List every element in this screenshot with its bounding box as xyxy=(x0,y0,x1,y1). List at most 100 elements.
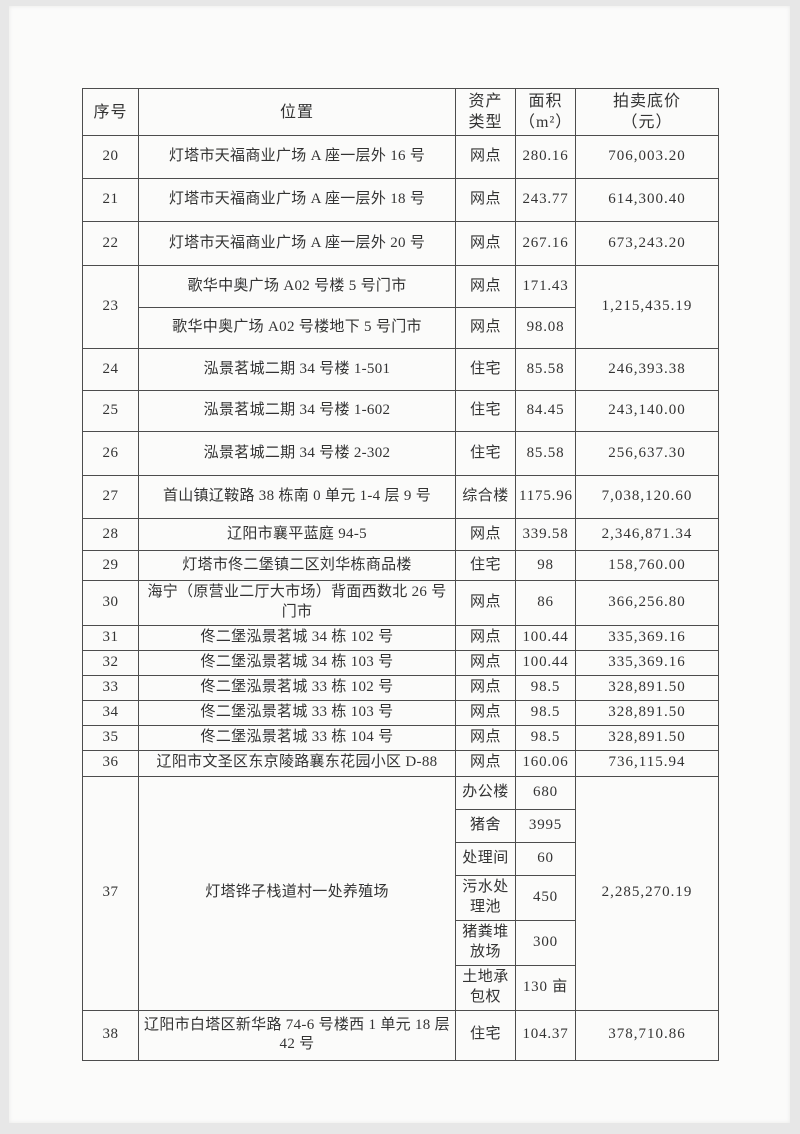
row-asset-type: 猪舍 xyxy=(455,808,516,843)
row-area: 130 亩 xyxy=(515,964,576,1011)
row-asset-type: 住宅 xyxy=(455,390,516,433)
table-row: 24 泓景茗城二期 34 号楼 1-501 住宅 85.58 246,393.3… xyxy=(82,348,719,392)
row-area: 280.16 xyxy=(515,135,576,180)
row-location: 佟二堡泓景茗城 34 栋 102 号 xyxy=(138,624,456,651)
row-no: 21 xyxy=(82,178,139,223)
row-no: 24 xyxy=(82,348,139,392)
row-asset-type: 网点 xyxy=(455,178,516,223)
row-asset-type: 网点 xyxy=(455,624,516,651)
row-price: 378,710.86 xyxy=(575,1009,719,1061)
row-price: 243,140.00 xyxy=(575,390,719,433)
row-location: 首山镇辽鞍路 38 栋南 0 单元 1-4 层 9 号 xyxy=(138,475,456,520)
table-row: 33 佟二堡泓景茗城 33 栋 102 号 网点 98.5 328,891.50 xyxy=(82,674,719,701)
table-row: 27 首山镇辽鞍路 38 栋南 0 单元 1-4 层 9 号 综合楼 1175.… xyxy=(82,475,719,520)
header-area: 面积 （m²） xyxy=(515,87,576,137)
row-area: 267.16 xyxy=(515,221,576,267)
table-row: 31 佟二堡泓景茗城 34 栋 102 号 网点 100.44 335,369.… xyxy=(82,624,719,651)
header-location: 位置 xyxy=(138,87,456,137)
row-asset-type: 猪粪堆放场 xyxy=(455,919,516,966)
row-area: 98.5 xyxy=(515,674,576,701)
table-row: 28 辽阳市襄平蓝庭 94-5 网点 339.58 2,346,871.34 xyxy=(82,518,719,552)
row-location: 灯塔市天福商业广场 A 座一层外 16 号 xyxy=(138,135,456,180)
row-no: 33 xyxy=(82,674,139,701)
row-asset-type: 网点 xyxy=(455,724,516,751)
row-asset-type: 网点 xyxy=(455,221,516,267)
row-price: 614,300.40 xyxy=(575,178,719,223)
table-row: 20 灯塔市天福商业广场 A 座一层外 16 号 网点 280.16 706,0… xyxy=(82,135,719,180)
row-location: 辽阳市白塔区新华路 74-6 号楼西 1 单元 18 层 42 号 xyxy=(138,1009,456,1061)
row-no: 38 xyxy=(82,1009,139,1061)
row-asset-type: 住宅 xyxy=(455,348,516,392)
row-asset-type: 网点 xyxy=(455,518,516,552)
row-location: 海宁（原营业二厅大市场）背面西数北 26 号门市 xyxy=(138,580,456,626)
table-row: 32 佟二堡泓景茗城 34 栋 103 号 网点 100.44 335,369.… xyxy=(82,649,719,676)
row-price: 256,637.30 xyxy=(575,431,719,477)
row-no: 22 xyxy=(82,221,139,267)
row-asset-type: 网点 xyxy=(455,265,516,309)
row-no: 32 xyxy=(82,649,139,676)
row-asset-type: 住宅 xyxy=(455,431,516,477)
table-subrow: 歌华中奥广场 A02 号楼地下 5 号门市 网点 98.08 xyxy=(83,307,719,350)
row-area: 84.45 xyxy=(515,390,576,433)
table-row: 25 泓景茗城二期 34 号楼 1-602 住宅 84.45 243,140.0… xyxy=(82,390,719,433)
header-price: 拍卖底价 （元） xyxy=(575,87,719,137)
table-row: 29 灯塔市佟二堡镇二区刘华栋商品楼 住宅 98 158,760.00 xyxy=(82,550,719,582)
row-no: 30 xyxy=(82,580,139,626)
row-location: 灯塔市佟二堡镇二区刘华栋商品楼 xyxy=(138,550,456,582)
row-no: 23 xyxy=(82,265,139,350)
row-no: 31 xyxy=(82,624,139,651)
row-location: 佟二堡泓景茗城 33 栋 104 号 xyxy=(138,724,456,751)
row-price: 328,891.50 xyxy=(575,674,719,701)
row-location: 辽阳市文圣区东京陵路襄东花园小区 D-88 xyxy=(138,749,456,777)
row-price: 673,243.20 xyxy=(575,221,719,267)
row-asset-type: 处理间 xyxy=(455,841,516,876)
row-asset-type: 网点 xyxy=(455,135,516,180)
row-area: 98.08 xyxy=(515,307,576,350)
row-location: 泓景茗城二期 34 号楼 2-302 xyxy=(138,431,456,477)
row-price: 158,760.00 xyxy=(575,550,719,582)
row-location: 灯塔铧子栈道村一处养殖场 xyxy=(138,775,456,1011)
row-location: 歌华中奥广场 A02 号楼 5 号门市 xyxy=(138,265,456,309)
row-area: 3995 xyxy=(515,808,576,843)
row-location: 佟二堡泓景茗城 33 栋 102 号 xyxy=(138,674,456,701)
row-location: 泓景茗城二期 34 号楼 1-501 xyxy=(138,348,456,392)
row-price: 7,038,120.60 xyxy=(575,475,719,520)
row-asset-type: 网点 xyxy=(455,580,516,626)
table-subrow: 处理间 60 xyxy=(83,841,719,876)
row-location: 歌华中奥广场 A02 号楼地下 5 号门市 xyxy=(138,307,456,350)
row-no: 29 xyxy=(82,550,139,582)
row-no: 34 xyxy=(82,699,139,726)
row-area: 60 xyxy=(515,841,576,876)
row-price: 736,115.94 xyxy=(575,749,719,777)
table-row: 36 辽阳市文圣区东京陵路襄东花园小区 D-88 网点 160.06 736,1… xyxy=(82,749,719,777)
row-location: 灯塔市天福商业广场 A 座一层外 18 号 xyxy=(138,178,456,223)
header-asset-type: 资产 类型 xyxy=(455,87,516,137)
row-no: 26 xyxy=(82,431,139,477)
table-row: 21 灯塔市天福商业广场 A 座一层外 18 号 网点 243.77 614,3… xyxy=(82,178,719,223)
table-row: 34 佟二堡泓景茗城 33 栋 103 号 网点 98.5 328,891.50 xyxy=(82,699,719,726)
table-header-row: 序号 位置 资产 类型 面积 （m²） 拍卖底价 （元） xyxy=(82,87,719,137)
row-area: 450 xyxy=(515,874,576,921)
row-location: 佟二堡泓景茗城 34 栋 103 号 xyxy=(138,649,456,676)
row-no: 20 xyxy=(82,135,139,180)
row-area: 100.44 xyxy=(515,649,576,676)
auction-table: 序号 位置 资产 类型 面积 （m²） 拍卖底价 （元） 20 灯塔市天福商业广… xyxy=(82,87,719,1061)
row-asset-type: 土地承包权 xyxy=(455,964,516,1011)
row-area: 171.43 xyxy=(515,265,576,309)
row-asset-type: 办公楼 xyxy=(455,775,516,810)
row-asset-type: 网点 xyxy=(455,649,516,676)
row-asset-type: 污水处理池 xyxy=(455,874,516,921)
row-area: 98.5 xyxy=(515,724,576,751)
row-area: 104.37 xyxy=(515,1009,576,1061)
row-price: 366,256.80 xyxy=(575,580,719,626)
row-location: 辽阳市襄平蓝庭 94-5 xyxy=(138,518,456,552)
row-no: 35 xyxy=(82,724,139,751)
table-row: 37 灯塔铧子栈道村一处养殖场 办公楼 680 2,285,270.19 xyxy=(82,775,719,1011)
row-area: 85.58 xyxy=(515,348,576,392)
row-asset-type: 网点 xyxy=(455,674,516,701)
row-area: 680 xyxy=(515,775,576,810)
row-price: 246,393.38 xyxy=(575,348,719,392)
table-row: 30 海宁（原营业二厅大市场）背面西数北 26 号门市 网点 86 366,25… xyxy=(82,580,719,626)
row-area: 86 xyxy=(515,580,576,626)
row-price: 335,369.16 xyxy=(575,624,719,651)
